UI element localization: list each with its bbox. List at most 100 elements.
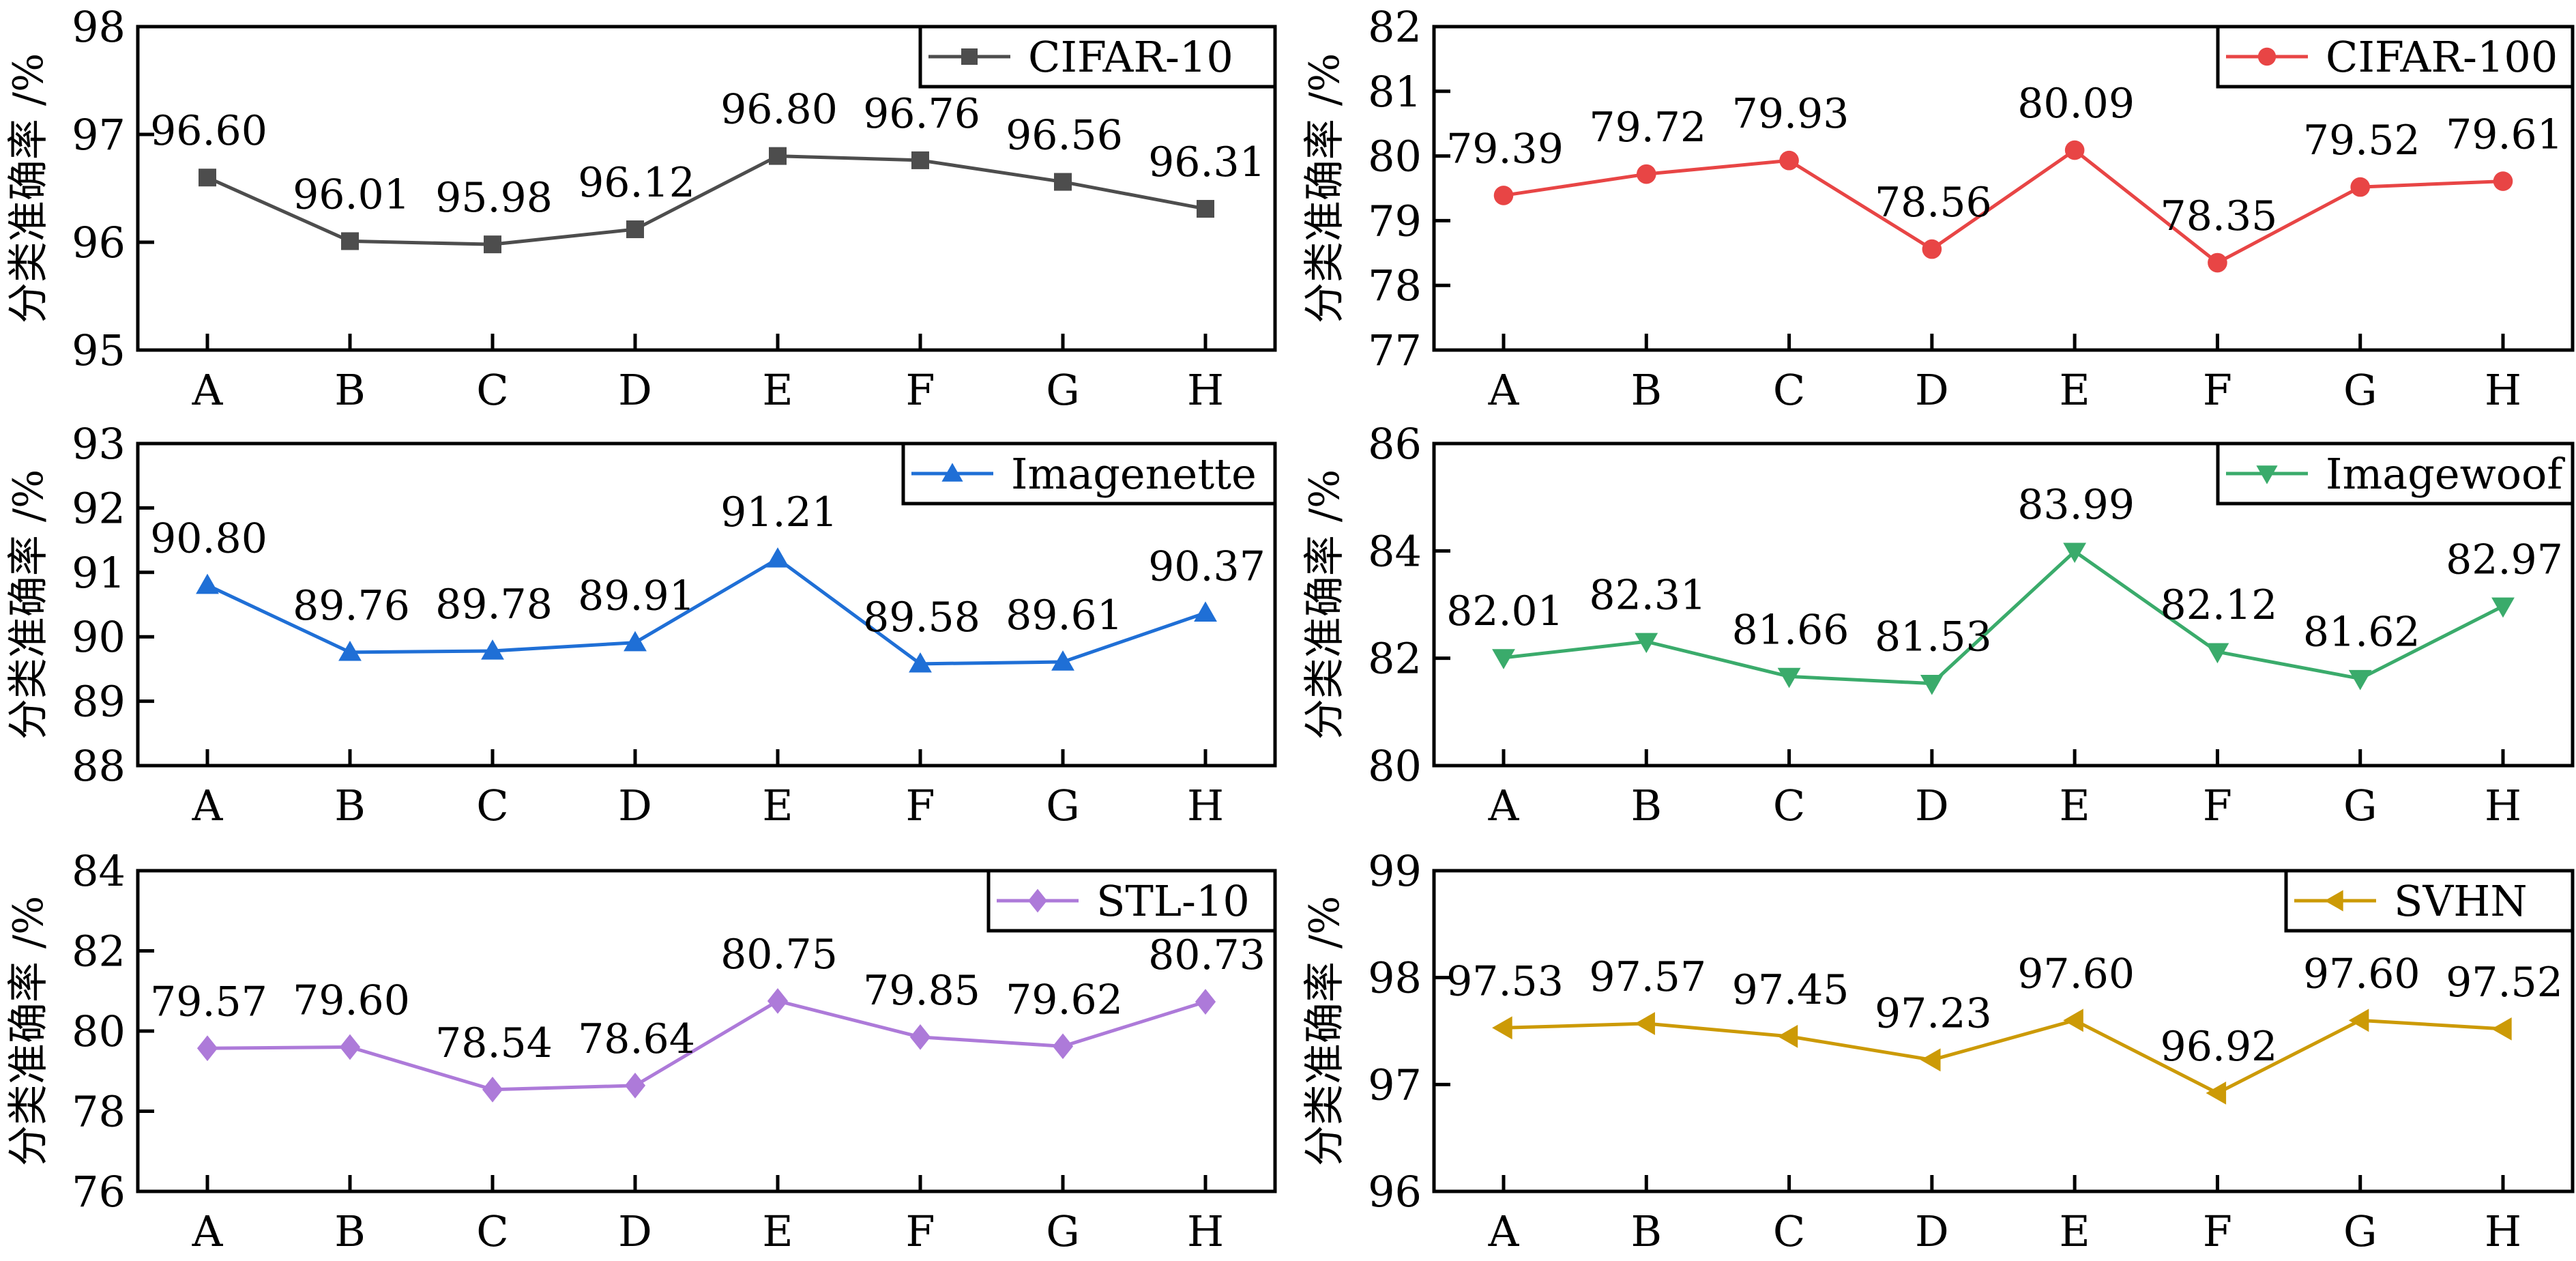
- y-tick-label: 99: [1368, 846, 1422, 896]
- legend-label: Imagenette: [1011, 449, 1257, 499]
- x-tick-label: F: [2203, 1206, 2232, 1256]
- data-point-marker: [2064, 140, 2085, 160]
- x-tick-label: B: [334, 1206, 366, 1256]
- data-point-marker: [1779, 150, 1799, 171]
- data-point-marker: [1492, 649, 1515, 669]
- data-point-marker: [2350, 177, 2371, 197]
- series-line: [1503, 148, 2504, 265]
- data-label: 79.85: [863, 967, 980, 1015]
- data-label: 89.61: [1006, 592, 1123, 639]
- data-label: 78.64: [578, 1015, 695, 1063]
- x-tick-label: H: [1187, 365, 1224, 415]
- data-point-marker: [1636, 164, 1656, 184]
- data-point-marker: [2206, 1081, 2227, 1105]
- y-axis-label: 分类准确率 /%: [1301, 896, 1349, 1166]
- x-tick-label: G: [2343, 1206, 2377, 1256]
- subplot-svhn: 96 97 98 99 A B C D E F G H 分类准确率 /% 97.53 97.57 97.45 9…: [1301, 846, 2575, 1256]
- data-label: 79.52: [2303, 117, 2420, 164]
- data-label: 97.52: [2446, 959, 2563, 1006]
- data-point-marker: [1920, 1048, 1941, 1072]
- data-point-marker: [766, 547, 789, 568]
- data-point-marker: [482, 1076, 503, 1103]
- legend: CIFAR-10: [918, 25, 1277, 89]
- data-label: 79.60: [293, 977, 410, 1025]
- y-tick-label: 88: [72, 741, 126, 791]
- data-label: 82.01: [1446, 588, 1564, 635]
- y-tick-label: 93: [72, 419, 126, 469]
- y-tick-label: 76: [72, 1167, 126, 1217]
- legend-label: SVHN: [2394, 876, 2528, 926]
- x-tick-label: F: [2203, 781, 2232, 830]
- axes-frame: [136, 441, 1277, 768]
- y-axis-label: 分类准确率 /%: [5, 896, 53, 1166]
- data-point-marker: [1920, 674, 1944, 695]
- data-point-marker: [1635, 1012, 1655, 1035]
- data-label: 82.12: [2161, 581, 2278, 629]
- subplot-imagewoof: 80 82 84 86 A B C D E F G H 分类准确率 /% 82.01 82.31 81.66 8…: [1301, 419, 2575, 830]
- x-tick-label: A: [1488, 365, 1520, 415]
- data-point-marker: [199, 169, 216, 187]
- data-label: 97.60: [2303, 950, 2420, 998]
- x-tick-label: C: [476, 365, 508, 415]
- data-label: 79.61: [2446, 111, 2563, 159]
- data-label: 97.57: [1589, 953, 1706, 1001]
- data-label: 97.45: [1732, 966, 1849, 1014]
- x-tick-label: H: [1187, 781, 1224, 830]
- x-tick-label: D: [1915, 1206, 1949, 1256]
- data-point-marker: [909, 1024, 931, 1050]
- series-line: [206, 154, 1206, 246]
- data-label: 96.12: [578, 159, 695, 207]
- y-tick-label: 86: [1368, 419, 1422, 469]
- x-tick-label: C: [1773, 781, 1805, 830]
- y-tick-label: 89: [72, 677, 126, 727]
- y-tick-label: 82: [72, 927, 126, 976]
- data-label: 97.53: [1446, 957, 1564, 1005]
- x-tick-label: F: [905, 781, 935, 830]
- data-label: 97.23: [1875, 989, 1992, 1037]
- data-point-marker: [767, 988, 789, 1014]
- y-tick-label: 97: [72, 110, 126, 160]
- x-tick-label: E: [762, 1206, 793, 1256]
- data-point-marker: [341, 232, 359, 250]
- data-point-marker: [1197, 200, 1214, 218]
- y-tick-label: 84: [72, 846, 126, 896]
- data-point-marker: [909, 652, 932, 673]
- data-label: 91.21: [720, 489, 838, 536]
- data-label: 79.62: [1006, 976, 1123, 1024]
- data-label: 95.98: [435, 174, 553, 222]
- x-tick-label: B: [334, 365, 366, 415]
- data-label: 81.66: [1732, 606, 1849, 654]
- y-tick-label: 80: [72, 1006, 126, 1056]
- data-label: 79.72: [1589, 104, 1706, 151]
- data-point-marker: [1492, 1016, 1512, 1040]
- x-tick-label: A: [192, 781, 224, 830]
- x-tick-label: F: [905, 1206, 935, 1256]
- data-label: 96.92: [2161, 1023, 2278, 1071]
- data-point-marker: [1195, 989, 1216, 1015]
- y-tick-label: 92: [72, 483, 126, 533]
- x-tick-label: A: [1488, 781, 1520, 830]
- x-tick-label: E: [2060, 365, 2090, 415]
- y-axis-label: 分类准确率 /%: [1301, 469, 1349, 740]
- x-tick-label: D: [1915, 781, 1949, 830]
- y-tick-label: 97: [1368, 1060, 1422, 1110]
- axes-frame: [1432, 25, 2575, 352]
- y-tick-label: 96: [72, 218, 126, 267]
- data-label: 81.62: [2303, 609, 2420, 656]
- subplots: 95 96 97 98 A B C D E F G H 分类准确率 /% 96.60 96.01 95.98 9…: [5, 2, 2575, 1256]
- x-tick-label: E: [762, 365, 793, 415]
- y-axis-label: 分类准确率 /%: [5, 469, 53, 740]
- x-tick-label: C: [476, 1206, 508, 1256]
- x-tick-label: G: [1046, 1206, 1080, 1256]
- x-tick-label: F: [2203, 365, 2232, 415]
- data-point-marker: [196, 1035, 218, 1062]
- data-label: 78.56: [1875, 179, 1992, 227]
- data-label: 79.39: [1446, 125, 1564, 173]
- data-point-marker: [624, 630, 647, 652]
- subplot-imagenette: 88 89 90 91 92 93 A B C D E F G H 分类准确率 /% 90.80 89.76 89…: [5, 419, 1277, 830]
- data-label: 96.31: [1148, 139, 1265, 186]
- data-label: 96.76: [863, 90, 980, 138]
- legend: CIFAR-100: [2216, 25, 2575, 89]
- y-axis-label: 分类准确率 /%: [5, 53, 53, 323]
